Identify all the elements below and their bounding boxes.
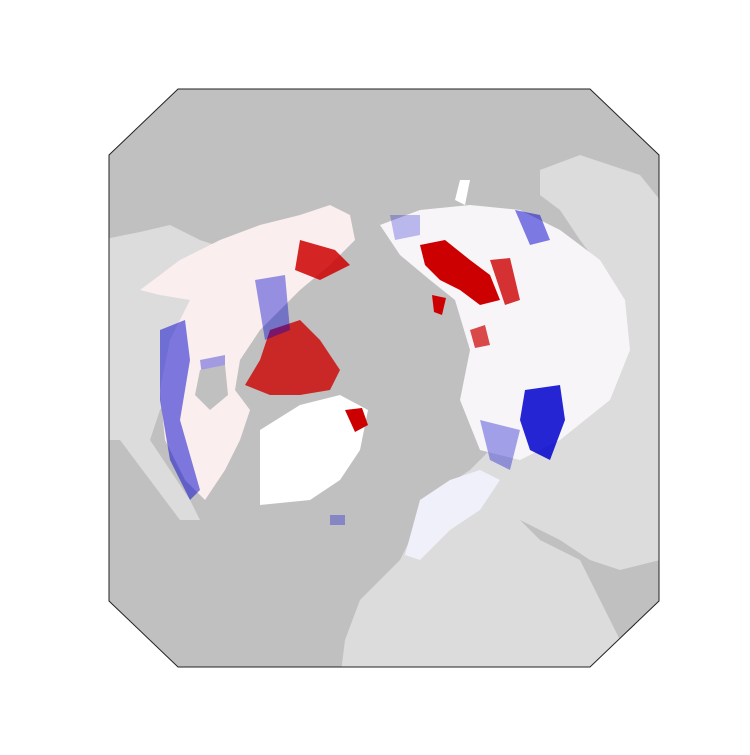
europe: [340, 470, 620, 667]
cool-patch: [330, 515, 345, 525]
scandinavia-field: [405, 470, 500, 560]
warm-patch: [432, 295, 446, 315]
cool-patch: [255, 275, 290, 340]
warm-patches: [245, 240, 520, 432]
inland-water: [195, 365, 330, 450]
cool-patch: [520, 385, 565, 460]
ice-sheet: [300, 425, 330, 450]
map-frame: [108, 88, 660, 668]
cool-patch: [480, 420, 520, 470]
field-patch: [455, 180, 470, 205]
north-america-field: [140, 205, 355, 500]
warm-patch: [490, 258, 520, 305]
warm-patch: [245, 320, 340, 395]
warm-patch: [345, 408, 368, 432]
hudson-bay: [195, 365, 228, 410]
islands: [560, 525, 605, 612]
cool-patch: [390, 215, 420, 240]
map-body: [109, 89, 659, 667]
warm-patch: [470, 325, 490, 348]
asia: [470, 155, 659, 570]
warm-patch: [295, 240, 350, 280]
cool-patch: [160, 320, 200, 500]
warm-patch: [420, 240, 500, 305]
cool-patch: [515, 210, 550, 245]
greenland-field: [260, 395, 368, 505]
